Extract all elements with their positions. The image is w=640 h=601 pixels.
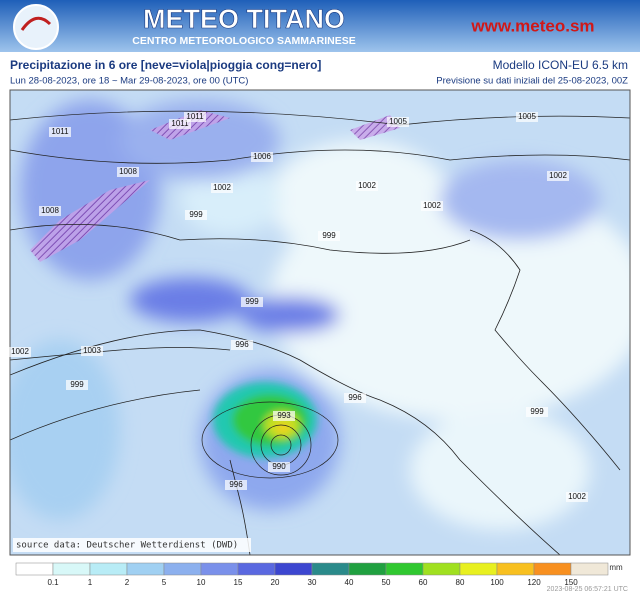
isobar-label: 1011 — [51, 127, 69, 136]
isobar-label-bg — [225, 480, 247, 490]
isobar-label: 1002 — [358, 181, 376, 190]
legend-label: 50 — [382, 578, 391, 587]
isobar-label: 1008 — [41, 206, 59, 215]
isobar-label-bg — [66, 380, 88, 390]
isobar-label-bg — [387, 117, 409, 127]
isobar-label: 1005 — [389, 117, 407, 126]
isobar-label-bg — [318, 231, 340, 241]
legend-swatch — [15, 562, 54, 576]
isobar-label: 996 — [235, 340, 249, 349]
header-bg — [0, 0, 640, 52]
isobar-label-bg — [268, 462, 290, 472]
isobar-label-bg — [185, 210, 207, 220]
isobar-label-bg — [9, 347, 31, 357]
legend-label: 2 — [125, 578, 130, 587]
timestamp: 2023-08-25 06:57:21 UTC — [547, 586, 628, 593]
isobar-label: 999 — [530, 407, 544, 416]
isobar-label: 999 — [322, 231, 336, 240]
isobar-label: 990 — [272, 462, 286, 471]
legend-label: 15 — [234, 578, 243, 587]
map — [10, 90, 630, 555]
isobar-label: 1011 — [186, 112, 204, 121]
source-box — [13, 538, 251, 552]
isobar-label-bg — [273, 411, 295, 421]
isobar-label-bg — [231, 340, 253, 350]
legend-swatch — [348, 562, 387, 576]
legend-swatch — [163, 562, 202, 576]
legend-swatch — [422, 562, 461, 576]
isobar-label: 1002 — [423, 201, 441, 210]
info-model: Modello ICON-EU 6.5 km — [493, 58, 628, 72]
isobar-label-bg — [169, 119, 191, 129]
isobar-label: 993 — [277, 411, 291, 420]
legend-label: 0.1 — [47, 578, 59, 587]
logo — [13, 4, 59, 50]
isobar-label-bg — [251, 152, 273, 162]
legend-swatch — [274, 562, 313, 576]
isobar-label: 1002 — [568, 492, 586, 501]
legend-label: 80 — [456, 578, 465, 587]
isobar-label-bg — [39, 206, 61, 216]
isobar-label: 996 — [348, 393, 362, 402]
legend-swatch — [126, 562, 165, 576]
isobar-label: 1003 — [83, 346, 101, 355]
source: source data: Deutscher Wetterdienst (DWD… — [16, 541, 238, 551]
legend-label: 100 — [490, 578, 504, 587]
isobar-label: 999 — [189, 210, 203, 219]
isobar-label-bg — [184, 112, 206, 122]
legend-label: 1 — [88, 578, 93, 587]
isobar-label: 1002 — [11, 347, 29, 356]
legend-swatch — [200, 562, 239, 576]
legend-swatch — [570, 562, 609, 576]
isobar-label: 1005 — [518, 112, 536, 121]
legend-swatch — [52, 562, 91, 576]
isobar-label: 1002 — [213, 183, 231, 192]
legend-label: 40 — [345, 578, 354, 587]
legend-label: 60 — [419, 578, 428, 587]
isobar-label-bg — [566, 492, 588, 502]
legend-unit: mm — [609, 563, 623, 572]
isobar-label-bg — [81, 346, 103, 356]
legend-label: 5 — [162, 578, 167, 587]
legend-label: 30 — [308, 578, 317, 587]
isobar-label: 999 — [245, 297, 259, 306]
isobar-label-bg — [547, 171, 569, 181]
legend-swatch — [533, 562, 572, 576]
isobar-label: 996 — [229, 480, 243, 489]
isobar-label-bg — [49, 127, 71, 137]
legend-swatch — [459, 562, 498, 576]
legend-swatch — [311, 562, 350, 576]
legend-label: 10 — [197, 578, 206, 587]
isobar-label-bg — [344, 393, 366, 403]
header-subtitle: CENTRO METEOROLOGICO SAMMARINESE — [132, 35, 355, 47]
legend-swatch — [385, 562, 424, 576]
legend-label: 150 — [564, 578, 578, 587]
isobar-label: 1008 — [119, 167, 137, 176]
isobar-label-bg — [117, 167, 139, 177]
legend-swatch — [89, 562, 128, 576]
isobar-label-bg — [356, 181, 378, 191]
legend-swatch — [496, 562, 535, 576]
isobar-label-bg — [241, 297, 263, 307]
logo-mark — [20, 16, 52, 31]
isobar-label: 999 — [70, 380, 84, 389]
info-title: Precipitazione in 6 ore [neve=viola|piog… — [10, 58, 321, 72]
isobar-label-bg — [516, 112, 538, 122]
header-title: METEO TITANO — [143, 4, 345, 34]
header-url: www.meteo.sm — [470, 16, 594, 35]
isobar-label: 1006 — [253, 152, 271, 161]
isobar-label-bg — [211, 183, 233, 193]
info-run: Previsione su dati iniziali del 25-08-20… — [436, 76, 628, 87]
isobar-label: 1002 — [549, 171, 567, 180]
map-frame — [9, 89, 631, 556]
isobar-label-bg — [526, 407, 548, 417]
info-period: Lun 28-08-2023, ore 18 ~ Mar 29-08-2023,… — [10, 76, 248, 87]
isobar-label-bg — [421, 201, 443, 211]
legend-label: 120 — [527, 578, 541, 587]
legend-label: 20 — [271, 578, 280, 587]
isobar-label: 1011 — [171, 119, 189, 128]
legend-swatch — [237, 562, 276, 576]
